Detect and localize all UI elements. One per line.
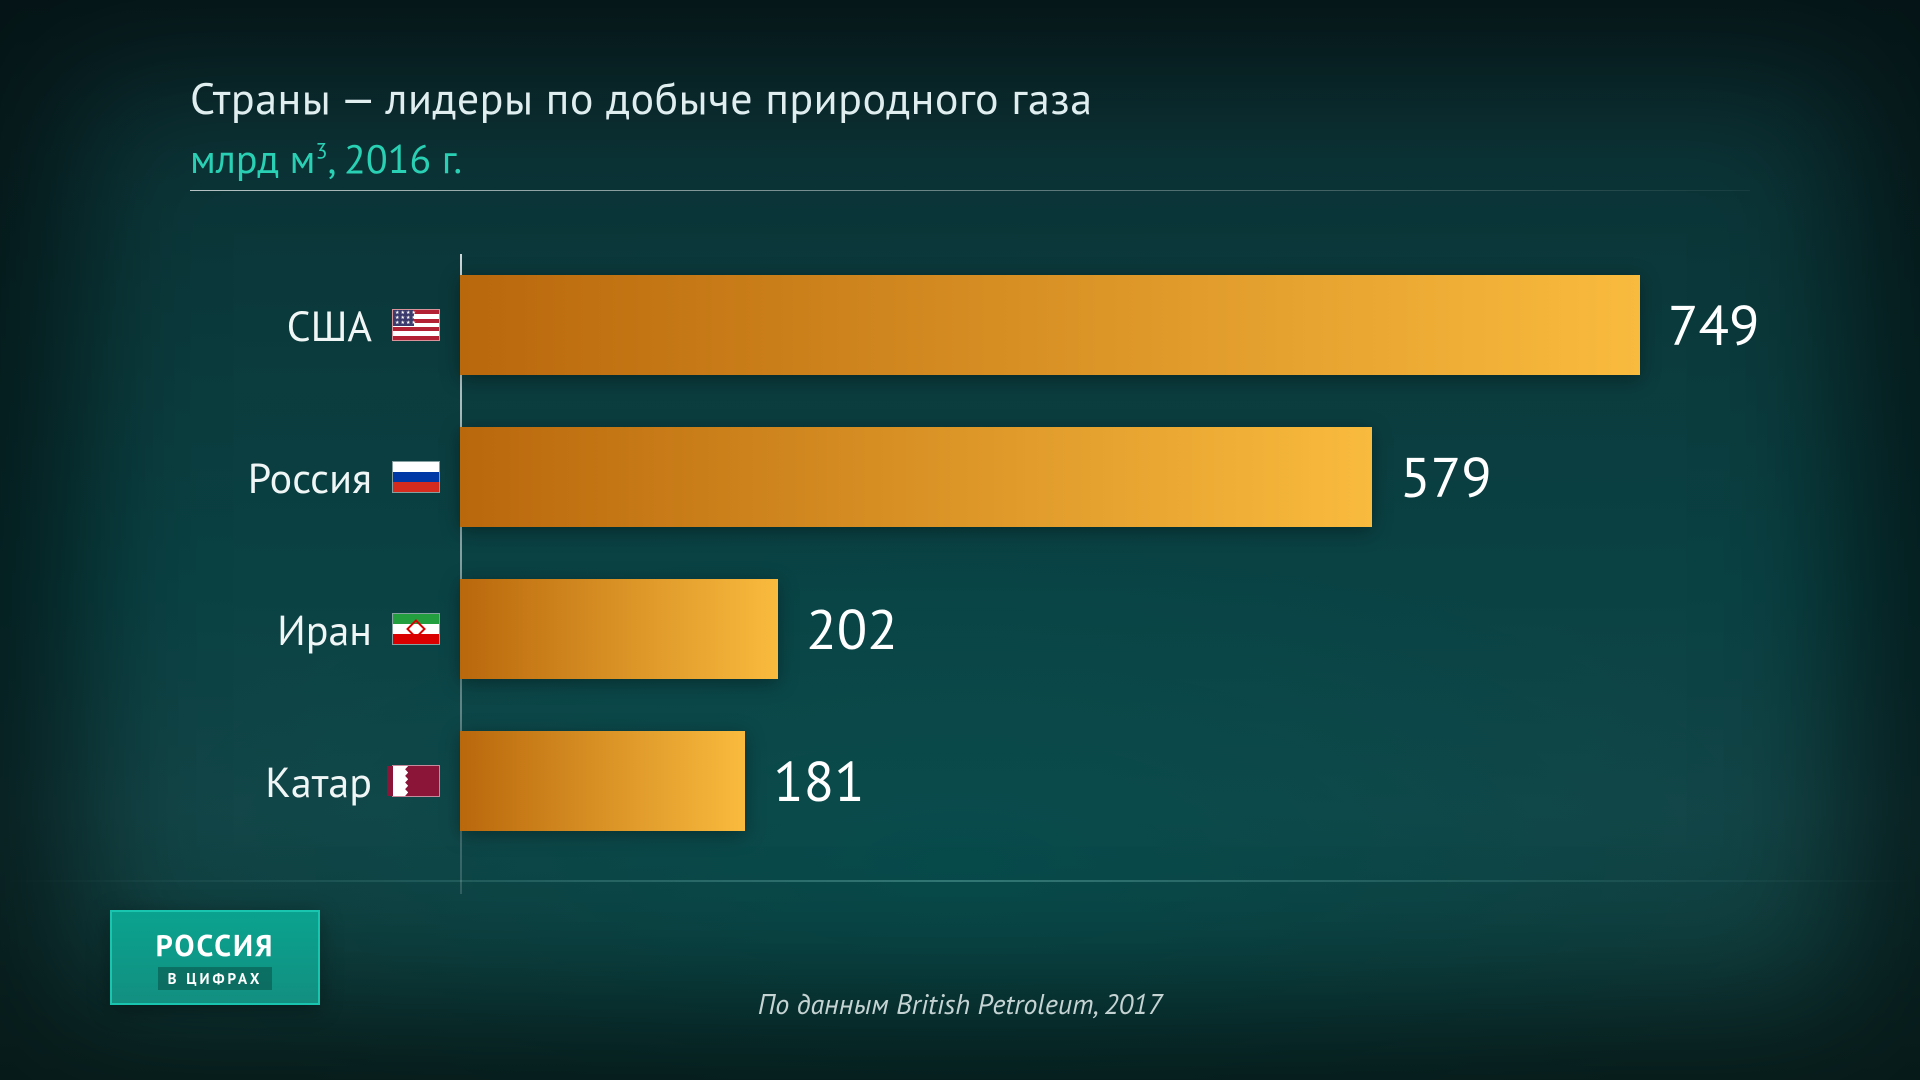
bar [460, 427, 1372, 527]
flag-icon-qatar [392, 765, 440, 797]
table-row: США 749 [200, 260, 1760, 390]
chart-subtitle: млрд м3, 2016 г. [190, 133, 1093, 185]
bar-value: 579 [1400, 441, 1492, 513]
bar [460, 579, 778, 679]
chart-title: Страны — лидеры по добыче природного газ… [190, 70, 1093, 127]
logo-subtitle: В ЦИФРАХ [158, 967, 273, 990]
row-label-area: Иран [200, 602, 460, 657]
bar-area: 749 [460, 260, 1760, 390]
bar-area: 181 [460, 716, 1760, 846]
row-label-area: Россия [200, 450, 460, 505]
subtitle-prefix: млрд м [190, 133, 315, 185]
subtitle-suffix: , 2016 г. [327, 133, 462, 185]
subtitle-superscript: 3 [315, 138, 327, 166]
table-row: Иран 202 [200, 564, 1760, 694]
program-logo: РОССИЯ В ЦИФРАХ [110, 910, 320, 1005]
country-label: Катар [265, 754, 372, 809]
row-label-area: Катар [200, 754, 460, 809]
flag-icon-russia [392, 461, 440, 493]
header-divider [190, 190, 1750, 191]
bar-value: 181 [773, 745, 865, 817]
flag-icon-usa [392, 309, 440, 341]
bar-value: 202 [806, 593, 898, 665]
bar-area: 579 [460, 412, 1760, 542]
country-label: Россия [248, 450, 372, 505]
table-row: Катар 181 [200, 716, 1760, 846]
bar-chart: США 749 Россия 579 Иран [200, 260, 1760, 868]
logo-title: РОССИЯ [156, 926, 275, 965]
bar-value: 749 [1668, 289, 1760, 361]
bar-area: 202 [460, 564, 1760, 694]
row-label-area: США [200, 298, 460, 353]
chart-header: Страны — лидеры по добыче природного газ… [190, 70, 1093, 185]
bar [460, 275, 1640, 375]
table-row: Россия 579 [200, 412, 1760, 542]
bar [460, 731, 745, 831]
flag-icon-iran [392, 613, 440, 645]
country-label: США [287, 298, 372, 353]
country-label: Иран [277, 602, 372, 657]
floor-reflection-line [0, 880, 1920, 882]
